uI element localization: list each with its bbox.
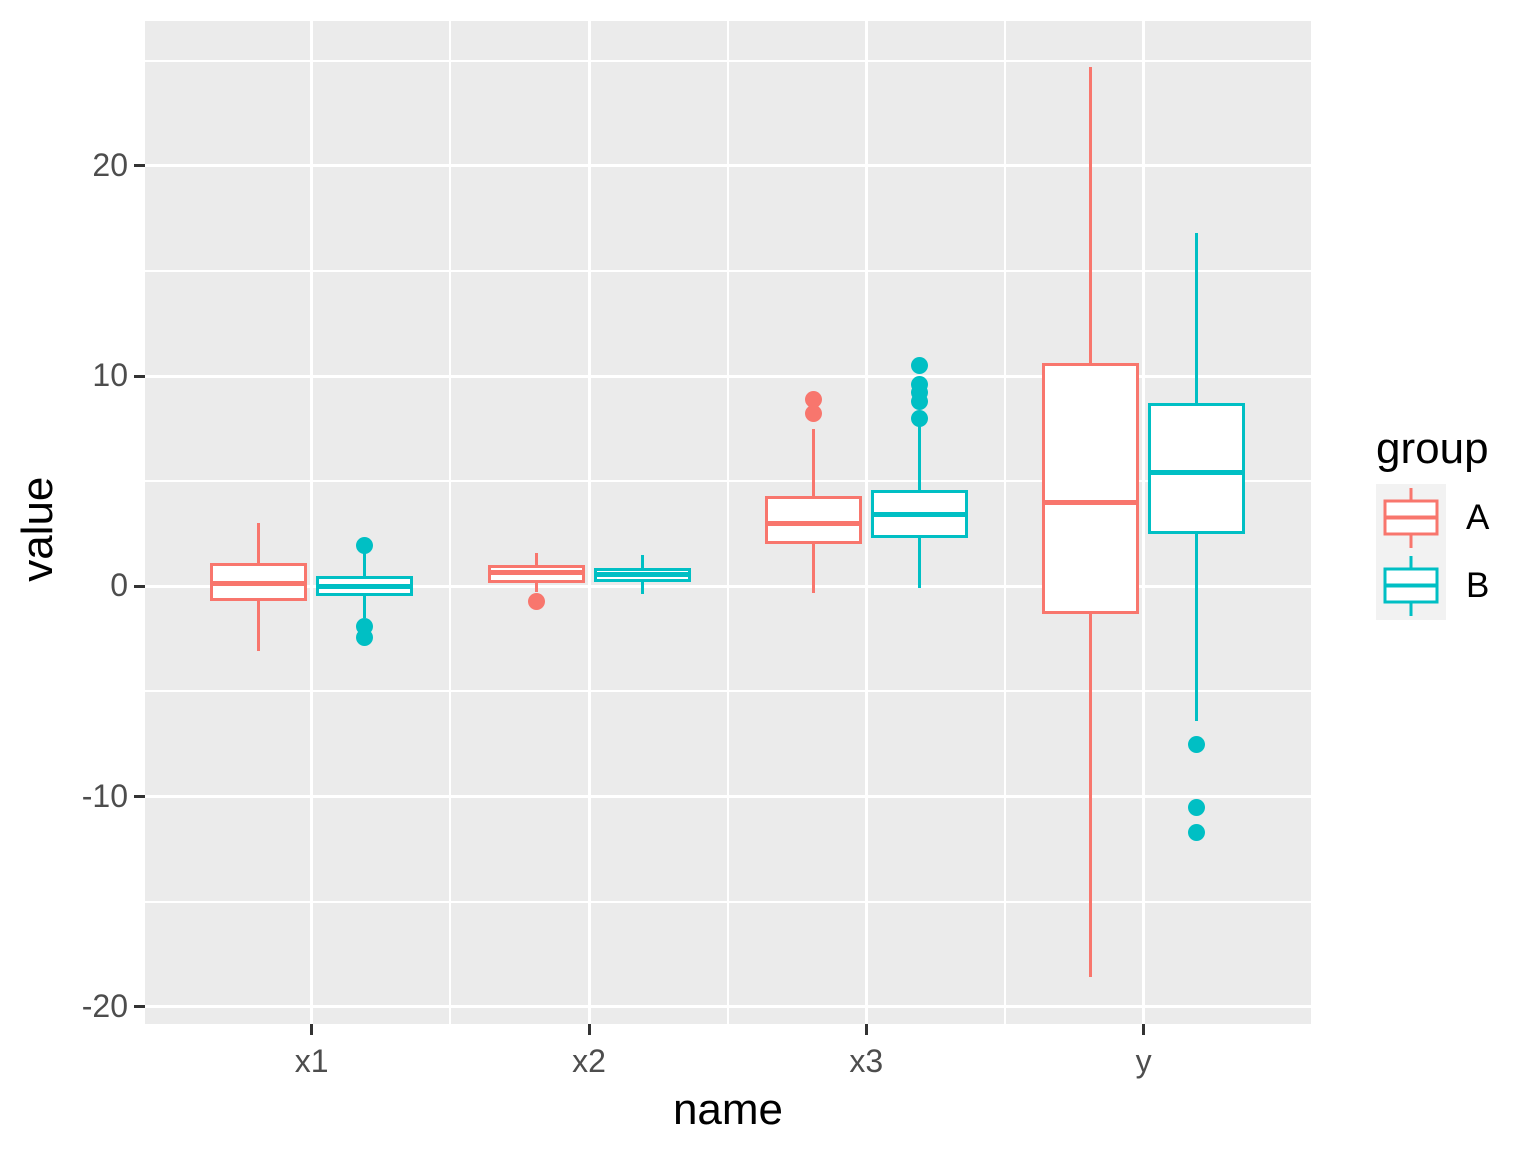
outlier-B-x3-4	[910, 356, 928, 374]
x-axis-title: name	[672, 1085, 784, 1134]
whisker-lower-B-x1	[363, 595, 367, 618]
y-tick-label--20: -20	[81, 987, 128, 1024]
whisker-upper-A-x2	[534, 552, 538, 566]
median-B-x2	[593, 572, 691, 578]
median-B-x3	[870, 512, 968, 518]
median-B-y	[1148, 470, 1246, 476]
whisker-upper-A-y	[1089, 66, 1093, 364]
x-tick-label-x3: x3	[849, 1043, 884, 1079]
legend-label-a: A	[1466, 498, 1490, 537]
outlier-B-y-1	[1188, 798, 1206, 816]
outlier-A-x2-0	[527, 592, 545, 610]
gridline-major-h-20	[145, 164, 1311, 168]
boxplot-glyph-a	[1383, 488, 1439, 548]
median-A-y	[1042, 499, 1140, 505]
whisker-lower-B-x3	[917, 537, 921, 589]
legend: group A B	[1376, 424, 1489, 620]
y-tick-label--10: -10	[81, 777, 128, 814]
outlier-B-x1-2	[356, 629, 374, 647]
gridline-major-v-x2	[587, 21, 591, 1024]
outlier-B-x1-0	[356, 536, 374, 554]
x-tick-label-x2: x2	[572, 1043, 606, 1079]
outlier-B-y-0	[1188, 735, 1206, 753]
whisker-upper-B-x2	[640, 554, 644, 569]
gridline-minor-v-1	[726, 21, 729, 1024]
box-A-x3	[764, 495, 862, 545]
y-tick-label-20: 20	[92, 146, 128, 183]
x-tick-x1	[310, 1024, 314, 1035]
gridline-minor-v-0	[449, 21, 452, 1024]
y-tick-label-10: 10	[92, 357, 128, 393]
box-B-y	[1148, 403, 1246, 534]
gridline-major-h--20	[145, 1005, 1311, 1009]
y-tick-label-0: 0	[110, 567, 128, 604]
whisker-upper-B-x1	[363, 552, 367, 576]
whisker-upper-B-x3	[917, 426, 921, 490]
whisker-lower-A-x1	[257, 601, 261, 652]
outlier-B-x3-3	[910, 375, 928, 393]
outlier-A-x3-0	[804, 405, 822, 423]
gridline-major-v-x1	[310, 21, 314, 1024]
whisker-lower-B-y	[1195, 533, 1199, 721]
legend-item-a: A	[1376, 484, 1489, 552]
gridline-major-h--10	[145, 795, 1311, 799]
gridline-major-v-x3	[864, 21, 868, 1024]
legend-item-b: B	[1376, 552, 1489, 620]
gridline-major-h-0	[145, 584, 1311, 588]
whisker-lower-B-x2	[640, 582, 644, 594]
y-tick-20	[134, 164, 145, 168]
y-tick--20	[134, 1005, 145, 1009]
whisker-lower-A-y	[1089, 613, 1093, 978]
y-tick--10	[134, 795, 145, 799]
x-tick-y	[1142, 1024, 1146, 1035]
legend-title: group	[1376, 424, 1489, 473]
gridline-minor-v-2	[1003, 21, 1006, 1024]
legend-key-b	[1376, 552, 1446, 620]
gridline-major-v-y	[1142, 21, 1146, 1024]
whisker-lower-A-x2	[534, 583, 538, 592]
gridline-major-h-10	[145, 374, 1311, 378]
outlier-B-y-2	[1188, 823, 1206, 841]
median-B-x1	[316, 583, 414, 589]
legend-key-a	[1376, 484, 1446, 552]
x-tick-label-y: y	[1135, 1043, 1152, 1079]
box-A-y	[1042, 363, 1140, 614]
x-tick-label-x1: x1	[294, 1043, 329, 1079]
whisker-upper-A-x3	[811, 428, 815, 496]
whisker-lower-A-x3	[811, 544, 815, 593]
y-tick-0	[134, 584, 145, 588]
x-tick-x2	[587, 1024, 591, 1035]
median-A-x2	[487, 570, 585, 576]
median-A-x3	[764, 520, 862, 526]
outlier-B-x3-0	[910, 409, 928, 427]
plot-panel	[145, 21, 1311, 1024]
y-tick-10	[134, 374, 145, 378]
whisker-upper-A-x1	[257, 523, 261, 564]
outlier-A-x3-1	[804, 390, 822, 408]
x-tick-x3	[864, 1024, 868, 1035]
median-A-x1	[210, 580, 308, 586]
legend-label-b: B	[1466, 566, 1490, 605]
boxplot-glyph-b	[1383, 556, 1439, 616]
whisker-upper-B-y	[1195, 232, 1199, 404]
